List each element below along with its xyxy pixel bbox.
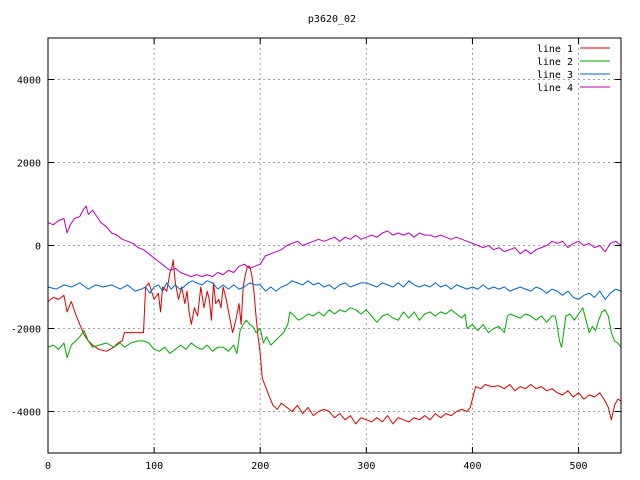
y-tick-label: 4000 — [17, 76, 41, 87]
x-tick-label: 0 — [45, 461, 51, 472]
series-lines — [47, 205, 622, 425]
series-line-2 — [47, 307, 622, 359]
legend-label: line 2 — [537, 57, 573, 68]
grid — [48, 38, 621, 453]
x-tick-label: 400 — [463, 461, 481, 472]
x-tick-label: 500 — [570, 461, 588, 472]
y-tick-label: 0 — [35, 242, 41, 253]
series-line-4 — [47, 205, 622, 278]
x-tick-label: 300 — [357, 461, 375, 472]
legend-label: line 3 — [537, 70, 573, 81]
legend-label: line 1 — [537, 44, 573, 55]
x-tick-label: 100 — [145, 461, 163, 472]
series-line-1 — [47, 259, 622, 425]
y-tick-label: -2000 — [11, 325, 41, 336]
legend: line 1 line 2 line 3 line 4 — [537, 44, 610, 94]
chart-title: p3620_02 — [308, 14, 356, 25]
series-line-3 — [47, 280, 622, 300]
axes: 0 100 200 300 400 500 -4000 -2000 0 2000 4000 — [11, 38, 621, 472]
legend-label: line 4 — [537, 83, 573, 94]
x-tick-label: 200 — [251, 461, 269, 472]
y-tick-label: -4000 — [11, 408, 41, 419]
y-tick-label: 2000 — [17, 159, 41, 170]
